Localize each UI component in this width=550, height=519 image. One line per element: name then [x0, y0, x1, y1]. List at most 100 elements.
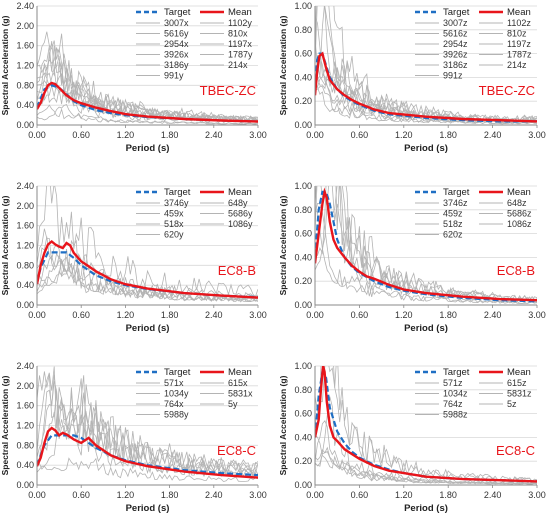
y-tick-label: 0.80 — [16, 260, 34, 270]
legend-record-label: 459z — [443, 209, 463, 219]
x-tick-label: 0.60 — [72, 310, 90, 320]
x-tick-label: 0.60 — [351, 310, 369, 320]
record-spectrum-line — [315, 81, 537, 125]
panel-tag: EC8-B — [497, 263, 535, 278]
record-spectrum-line — [37, 47, 258, 123]
y-tick-label: 1.20 — [16, 61, 34, 71]
legend-record-label: 1034z — [443, 389, 468, 399]
y-tick-label: 0.80 — [16, 440, 34, 450]
legend-target-label: Target — [164, 7, 191, 18]
x-tick-label: 0.00 — [28, 130, 46, 140]
x-axis-label: Period (s) — [126, 143, 170, 154]
chart-panel: 0.00 0.20 0.40 0.60 0.80 1.00 0.00 0.60 1.20 1.80… — [278, 181, 546, 334]
y-tick-label: 0.00 — [294, 300, 312, 310]
x-tick-label: 3.00 — [528, 490, 546, 500]
x-tick-label: 1.80 — [439, 490, 457, 500]
legend-record-label: 1787z — [507, 50, 532, 60]
x-tick-label: 3.00 — [528, 310, 546, 320]
legend-record-label: 5686z — [507, 209, 532, 219]
target-spectrum-line — [37, 434, 258, 477]
x-tick-label: 1.20 — [395, 130, 413, 140]
record-spectrum-line — [315, 208, 537, 305]
panel-tag: TBEC-ZC — [479, 83, 535, 98]
y-tick-label: 0.60 — [294, 49, 312, 59]
record-spectra — [37, 31, 258, 125]
y-tick-label: 0.00 — [16, 480, 34, 490]
x-tick-label: 3.00 — [249, 130, 267, 140]
mean-spectrum-line — [315, 51, 537, 123]
y-tick-label: 0.60 — [294, 409, 312, 419]
record-spectrum-line — [315, 449, 537, 485]
legend-record-label: 5616z — [443, 29, 468, 39]
record-spectrum-line — [315, 396, 537, 485]
legend-record-label: 459x — [164, 209, 184, 219]
y-tick-label: 2.00 — [16, 201, 34, 211]
legend-record-label: 3186y — [164, 60, 189, 70]
panel-tag: EC8-C — [217, 443, 256, 458]
y-tick-label: 0.00 — [16, 300, 34, 310]
y-tick-label: 0.40 — [16, 100, 34, 110]
y-tick-label: 0.00 — [294, 480, 312, 490]
panel-tag: EC8-B — [218, 263, 256, 278]
legend-record-label: 518x — [164, 219, 184, 229]
x-tick-label: 0.00 — [306, 310, 324, 320]
y-tick-label: 1.00 — [294, 361, 312, 371]
x-tick-label: 0.00 — [28, 310, 46, 320]
y-tick-label: 2.40 — [16, 361, 34, 371]
y-tick-label: 1.20 — [16, 421, 34, 431]
record-spectra — [315, 366, 537, 485]
legend-mean-label: Mean — [228, 187, 252, 198]
x-tick-label: 3.00 — [528, 130, 546, 140]
legend-record-label: 3926x — [164, 50, 189, 60]
legend-record-label: 5831x — [228, 389, 253, 399]
legend-mean-label: Mean — [507, 367, 531, 378]
legend-record-label: 3746y — [164, 198, 189, 208]
legend-record-label: 214x — [228, 60, 248, 70]
x-tick-label: 2.40 — [205, 130, 223, 140]
y-tick-label: 2.00 — [16, 381, 34, 391]
mean-spectrum-line — [37, 81, 258, 123]
y-axis-label: Spectral Acceleration (g) — [278, 15, 288, 115]
y-tick-label: 1.00 — [294, 1, 312, 11]
y-tick-label: 2.40 — [16, 181, 34, 191]
chart-panel: 0.00 0.40 0.80 1.20 1.60 2.00 2.40 0.00 0.60 1.20… — [0, 1, 267, 154]
y-tick-label: 0.80 — [294, 205, 312, 215]
legend-record-label: 5831z — [507, 389, 532, 399]
record-spectrum-line — [324, 6, 537, 122]
chart-panel: 0.00 0.40 0.80 1.20 1.60 2.00 2.40 0.00 0.60 1.20… — [0, 361, 267, 514]
legend-record-label: 615x — [228, 378, 248, 388]
record-spectrum-line — [37, 408, 258, 479]
y-tick-label: 0.20 — [294, 276, 312, 286]
x-tick-label: 2.40 — [205, 310, 223, 320]
y-axis-label: Spectral Acceleration (g) — [278, 375, 288, 475]
y-axis-label: Spectral Acceleration (g) — [0, 15, 10, 115]
legend-record-label: 810x — [228, 29, 248, 39]
x-tick-label: 1.80 — [161, 130, 179, 140]
legend-mean-label: Mean — [228, 367, 252, 378]
record-spectrum-line — [37, 252, 258, 302]
legend-record-label: 1086y — [228, 219, 253, 229]
legend-record-label: 571z — [443, 378, 463, 388]
panel-tag: TBEC-ZC — [200, 83, 256, 98]
y-tick-label: 1.60 — [16, 401, 34, 411]
x-axis-label: Period (s) — [404, 143, 448, 154]
x-axis-label: Period (s) — [126, 503, 170, 514]
x-tick-label: 0.00 — [306, 490, 324, 500]
legend: Target Mean 3746z 648z 459z 5686z 518z 1086z 620… — [415, 187, 532, 240]
legend-record-label: 5988z — [443, 410, 468, 420]
legend-record-label: 991z — [443, 71, 463, 81]
chart-panel: 0.00 0.20 0.40 0.60 0.80 1.00 0.00 0.60 1.20 1.80… — [278, 1, 546, 154]
legend-mean-label: Mean — [507, 187, 531, 198]
x-tick-label: 0.60 — [72, 130, 90, 140]
legend-record-label: 5y — [228, 399, 238, 409]
panel-tag: EC8-C — [496, 443, 535, 458]
y-tick-label: 1.20 — [16, 241, 34, 251]
legend-record-label: 648z — [507, 198, 527, 208]
y-tick-label: 0.40 — [16, 460, 34, 470]
legend: Target Mean 3746y 648y 459x 5686y 518x 1086y 620… — [136, 187, 253, 240]
record-spectrum-line — [37, 186, 258, 298]
y-tick-label: 0.80 — [294, 25, 312, 35]
legend-record-label: 3007x — [164, 18, 189, 28]
legend-record-label: 518z — [443, 219, 463, 229]
